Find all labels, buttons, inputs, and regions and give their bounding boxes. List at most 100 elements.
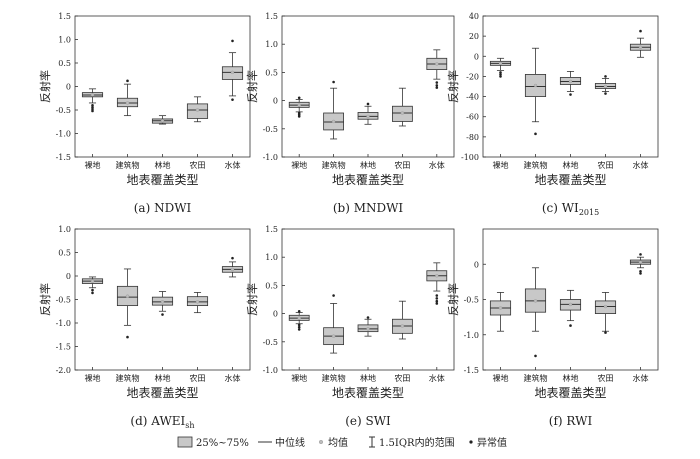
mean-point	[125, 294, 130, 298]
outlier-point	[435, 297, 439, 300]
box-农田	[186, 96, 209, 123]
outlier-point	[435, 86, 439, 89]
y-tick-label: 1.5	[58, 12, 71, 21]
y-tick-label: -1.0	[464, 331, 479, 340]
mean-point	[435, 62, 439, 66]
y-tick-label: -20	[466, 72, 479, 81]
plot-frame	[74, 15, 251, 158]
outlier-point	[639, 253, 642, 256]
y-tick-label: 0.5	[58, 59, 71, 68]
panel-caption: (e) SWI	[345, 414, 391, 428]
box-农田	[594, 75, 617, 95]
box-农田	[594, 292, 617, 334]
mean-point	[331, 119, 336, 124]
y-tick-label: -1.5	[56, 153, 71, 162]
outlier-point	[297, 310, 301, 313]
mean-point	[498, 61, 503, 65]
x-tick-label: 水体	[633, 373, 649, 383]
x-tick-label: 水体	[633, 160, 649, 170]
mean-point	[195, 300, 200, 304]
x-axis-label: 地表覆盖类型	[534, 173, 606, 187]
outlier-point	[297, 328, 301, 331]
x-tick-label: 农田	[190, 160, 206, 170]
legend-box-swatch	[177, 436, 193, 448]
x-tick-label: 林地	[563, 160, 579, 170]
x-tick-label: 建筑物	[524, 373, 548, 383]
mean-point	[568, 79, 573, 84]
mean-point	[435, 274, 439, 278]
mean-point	[400, 324, 405, 328]
outlier-point	[91, 107, 94, 111]
outlier-point	[366, 316, 370, 319]
outlier-point	[231, 256, 234, 260]
x-axis-label: 地表覆盖类型	[332, 173, 404, 187]
box-建筑物	[323, 294, 344, 354]
mean-point	[297, 103, 301, 107]
y-tick-label: 1.0	[265, 40, 278, 49]
x-tick-label: 裸地	[85, 373, 101, 383]
box-建筑物	[116, 79, 139, 117]
x-tick-label: 建筑物	[524, 160, 548, 170]
x-tick-label: 裸地	[291, 160, 307, 170]
y-tick-label: 20	[469, 32, 479, 41]
y-axis-label: 反射率	[245, 70, 259, 103]
y-tick-label: -1.0	[56, 130, 71, 139]
panel-caption-text: (c) WI	[542, 201, 579, 215]
x-tick-label: 水体	[225, 160, 241, 170]
mean-point	[498, 306, 503, 310]
y-tick-label: -1.5	[464, 366, 479, 375]
plot-frame	[281, 228, 455, 371]
x-axis-label: 地表覆盖类型	[126, 386, 198, 400]
mean-point	[603, 84, 608, 89]
x-tick-label: 建筑物	[116, 160, 140, 170]
y-tick-label: -100	[461, 153, 479, 162]
outlier-point	[435, 81, 439, 84]
y-axis-label: 反射率	[446, 70, 460, 103]
x-axis-label: 地表覆盖类型	[332, 386, 404, 400]
x-tick-label: 建筑物	[322, 373, 346, 383]
panel-caption-text: (e) SWI	[345, 414, 391, 428]
mean-point	[400, 111, 405, 115]
panel-caption: (f) RWI	[549, 414, 593, 428]
mean-point	[533, 83, 538, 88]
x-tick-label: 林地	[360, 160, 376, 170]
box-裸地	[81, 88, 104, 113]
mean-point	[195, 108, 200, 112]
x-tick-label: 裸地	[85, 160, 101, 170]
y-tick-label: -2.0	[56, 366, 71, 375]
y-tick-label: 0.5	[265, 281, 278, 290]
legend-mean-label: 均值	[328, 436, 348, 449]
y-tick-label: -0.5	[56, 106, 71, 115]
outlier-point	[332, 80, 335, 84]
mean-point	[603, 304, 608, 309]
outlier-point	[126, 335, 129, 339]
x-tick-label: 林地	[563, 373, 579, 383]
outlier-point	[91, 291, 94, 295]
box-农田	[392, 300, 413, 340]
y-tick-label: -1.0	[263, 153, 278, 162]
outlier-point	[534, 132, 537, 136]
outlier-point	[91, 105, 94, 109]
mean-point	[366, 114, 370, 119]
outlier-point	[569, 324, 572, 327]
y-tick-label: 1.0	[265, 253, 278, 262]
y-tick-label: 0	[273, 310, 278, 319]
outlier-point	[534, 354, 537, 358]
y-tick-label: 40	[469, 12, 479, 21]
box-农田	[186, 292, 209, 314]
panel-caption-text: (d) AWEI	[130, 414, 185, 428]
box-水体	[426, 49, 448, 89]
panel-caption-subscript: sh	[185, 421, 194, 430]
x-axis-label: 地表覆盖类型	[126, 173, 198, 187]
y-axis-label: 反射率	[446, 283, 460, 316]
x-axis-label: 地表覆盖类型	[534, 386, 606, 400]
outlier-point	[435, 84, 439, 87]
y-tick-label: 1.5	[265, 12, 278, 21]
y-tick-label: -0.5	[263, 125, 278, 134]
outlier-point	[297, 96, 301, 100]
outlier-point	[297, 325, 301, 329]
